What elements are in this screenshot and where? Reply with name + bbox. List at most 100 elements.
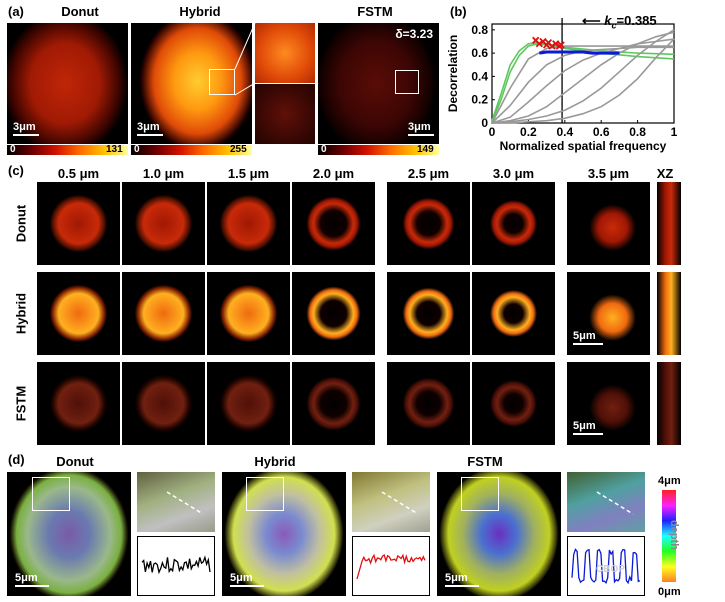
image-fstm-5 (472, 362, 555, 445)
xz-donut (657, 182, 681, 265)
depth-header-4: 2.5 μm (407, 166, 450, 181)
fstm-depth-zoom (567, 472, 645, 532)
image-donut-4 (387, 182, 470, 265)
fstm-scalebar: 3μm (408, 121, 434, 136)
hybrid-image: 3μm (131, 23, 252, 144)
donut-cbar-min: 0 (10, 144, 16, 155)
row-label-donut: Donut (13, 204, 29, 243)
profile-trace-1 (356, 553, 426, 580)
depth-colorbar (662, 490, 676, 582)
depth-header-1: 1.0 μm (142, 166, 185, 181)
fstm-roi-box (395, 70, 419, 94)
fstm-depth-image: 5μm (437, 472, 561, 596)
image-fstm-2 (207, 362, 290, 445)
y-tick-label: 0.4 (471, 69, 488, 83)
donut-colorbar (7, 145, 128, 155)
depth-header-0: 0.5 μm (57, 166, 100, 181)
y-tick-label: 0.2 (471, 93, 488, 107)
donut-depth-scalebar: 5μm (15, 572, 49, 587)
image-hybrid-2 (207, 272, 290, 355)
x-tick-label: 0.6 (593, 125, 610, 139)
depth-header-2: 1.5 μm (227, 166, 270, 181)
fstm-line-profile (567, 536, 645, 596)
panel-d-label: (d) (8, 452, 25, 467)
x-tick-label: 0 (489, 125, 496, 139)
image-hybrid-4 (387, 272, 470, 355)
delta-value: δ=3.23 (395, 27, 433, 41)
marker-8 (557, 41, 565, 49)
depth-header-3: 2.0 μm (312, 166, 355, 181)
hybrid-scalebar: 3μm (137, 121, 163, 136)
fstm-image: δ=3.23 3μm (318, 23, 439, 144)
donut-image: 3μm (7, 23, 128, 144)
image-donut-5 (472, 182, 555, 265)
depth-header-5: 3.0 μm (492, 166, 535, 181)
image-hybrid-3 (292, 272, 375, 355)
series-line-5 (491, 31, 675, 124)
row-label-fstm: FSTM (13, 385, 29, 422)
depth-header-7: XZ (656, 166, 674, 181)
donut-line-profile (137, 536, 215, 596)
image-fstm-4 (387, 362, 470, 445)
panel-b-label: (b) (450, 4, 467, 19)
series-line-7 (492, 38, 675, 124)
series-line-2 (491, 45, 674, 124)
hybrid-depth-image: 5μm (222, 472, 346, 596)
scalebar-hybrid: 5μm (573, 330, 603, 345)
scalebar-fstm: 5μm (573, 420, 603, 435)
panel-a-label: (a) (8, 4, 24, 19)
hybrid-zoom-inset (255, 23, 315, 83)
image-hybrid-5 (472, 272, 555, 355)
image-donut-2 (207, 182, 290, 265)
hybrid-roi-box (209, 69, 235, 95)
donut-depth-image: 5μm (7, 472, 131, 596)
x-tick-label: 0.8 (629, 125, 646, 139)
image-donut-0 (37, 182, 120, 265)
panel-a-title-fstm: FSTM (357, 4, 393, 19)
donut-cbar-max: 131 (106, 144, 123, 155)
hybrid-line-profile (352, 536, 430, 596)
marker-6 (552, 40, 560, 48)
depth-axis-label: depth (668, 520, 680, 550)
row-label-hybrid: Hybrid (13, 292, 29, 335)
depth-header-6: 3.5 μm (587, 166, 630, 181)
series-line-1 (491, 42, 675, 123)
profile-trace-0 (141, 555, 211, 575)
depth-min-label: 0μm (658, 586, 681, 598)
panel-d-title-donut: Donut (56, 454, 94, 469)
profile-trace-2 (571, 548, 641, 585)
x-tick-label: 0.4 (556, 125, 573, 139)
chart-xlabel: Normalized spatial frequency (500, 139, 667, 153)
panel-a-title-donut: Donut (61, 4, 99, 19)
y-tick-label: 0 (481, 116, 488, 130)
y-tick-label: 0.6 (471, 46, 488, 60)
hybrid-depth-scalebar: 5μm (230, 572, 264, 587)
image-fstm-1 (122, 362, 205, 445)
x-tick-label: 0.2 (520, 125, 537, 139)
decorrelation-chart: 0 0.2 0.4 0.6 0.8 1 0 0.2 0.4 0.6 0.8 Decorrelatio… (446, 18, 678, 153)
hybrid-cbar-min: 0 (134, 144, 140, 155)
panel-d-title-hybrid: Hybrid (254, 454, 296, 469)
image-fstm-6 (567, 362, 650, 445)
marker-1 (535, 40, 543, 48)
panel-c-label: (c) (8, 163, 24, 178)
image-donut-6 (567, 182, 650, 265)
panel-d-title-fstm: FSTM (467, 454, 503, 469)
donut-scalebar: 3μm (13, 121, 39, 136)
hybrid-colorbar (131, 145, 252, 155)
y-tick-label: 0.8 (471, 23, 488, 37)
chart-frame (491, 23, 675, 124)
image-donut-1 (122, 182, 205, 265)
hybrid-depth-zoom (352, 472, 430, 532)
image-donut-3 (292, 182, 375, 265)
fstm-cbar-max: 149 (417, 144, 434, 155)
depth-max-label: 4μm (658, 475, 681, 487)
kc-annotation: ⟵ kc=0.385 (582, 13, 657, 31)
fstm-depth-scalebar: 5μm (445, 572, 479, 587)
fstm-zoom-inset (255, 84, 315, 144)
image-hybrid-0 (37, 272, 120, 355)
fstm-cbar-min: 0 (321, 144, 327, 155)
marker-5 (548, 42, 556, 50)
series-line-3 (491, 46, 674, 124)
image-fstm-3 (292, 362, 375, 445)
